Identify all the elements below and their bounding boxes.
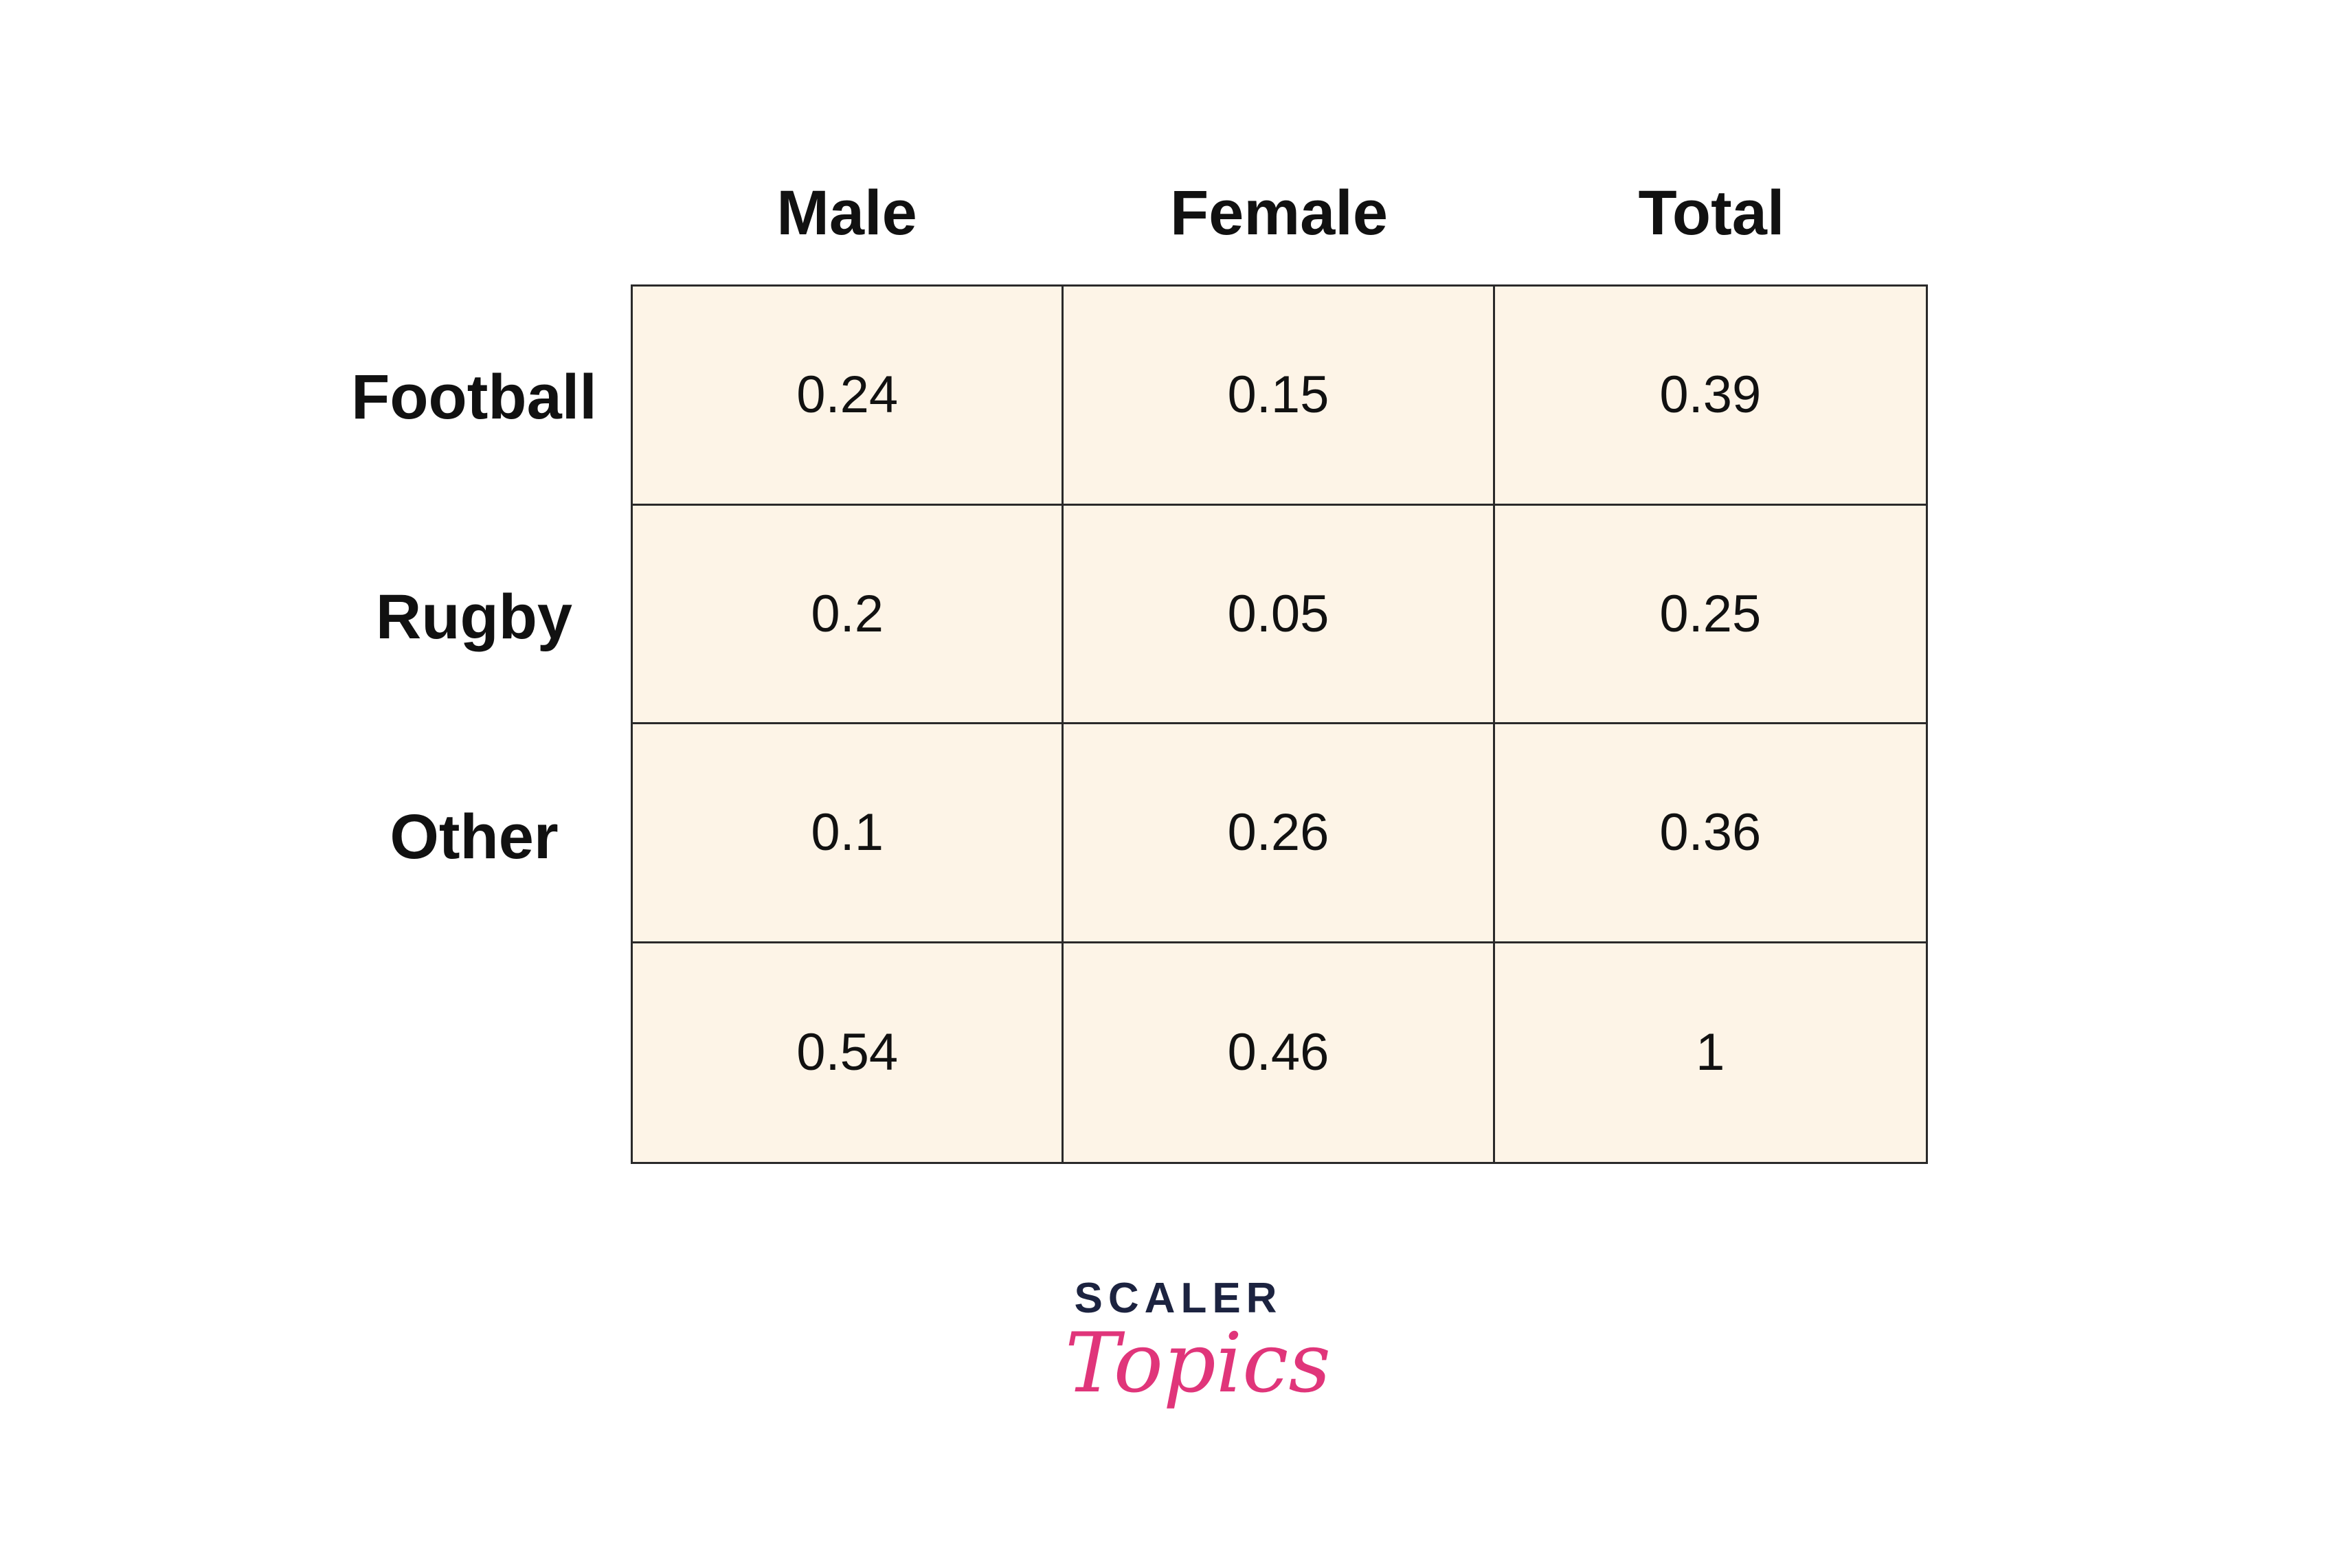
column-header-female: Female [1169,178,1389,248]
column-header-male: Male [776,178,917,248]
probability-table: 0.24 0.15 0.39 0.2 0.05 0.25 0.1 0.26 0.… [631,284,1928,1164]
logo-wordmark: SCALER [1074,1275,1283,1322]
table-cell: 0.36 [1494,724,1926,943]
table-cell-total: 0.46 [1064,943,1495,1162]
table-cell: 0.39 [1494,287,1926,506]
table-cell: 0.1 [633,724,1064,943]
row-header-football: Football [351,362,597,432]
table-cell: 0.26 [1064,724,1495,943]
column-header-total: Total [1638,178,1785,248]
table-cell: 0.2 [633,505,1064,724]
logo-script: Topics [1065,1316,1331,1411]
table-cell: 0.25 [1494,506,1926,724]
table-cell-total: 1 [1696,1023,1725,1082]
table-cell: 0.05 [1064,505,1495,724]
scaler-topics-logo: SCALER Topics [1065,1271,1331,1457]
table-cell: 0.24 [633,287,1064,506]
table-cell-total: 0.54 [633,943,1064,1162]
table-cell: 0.15 [1064,287,1495,506]
row-header-other: Other [390,802,559,872]
row-header-rugby: Rugby [375,582,573,652]
